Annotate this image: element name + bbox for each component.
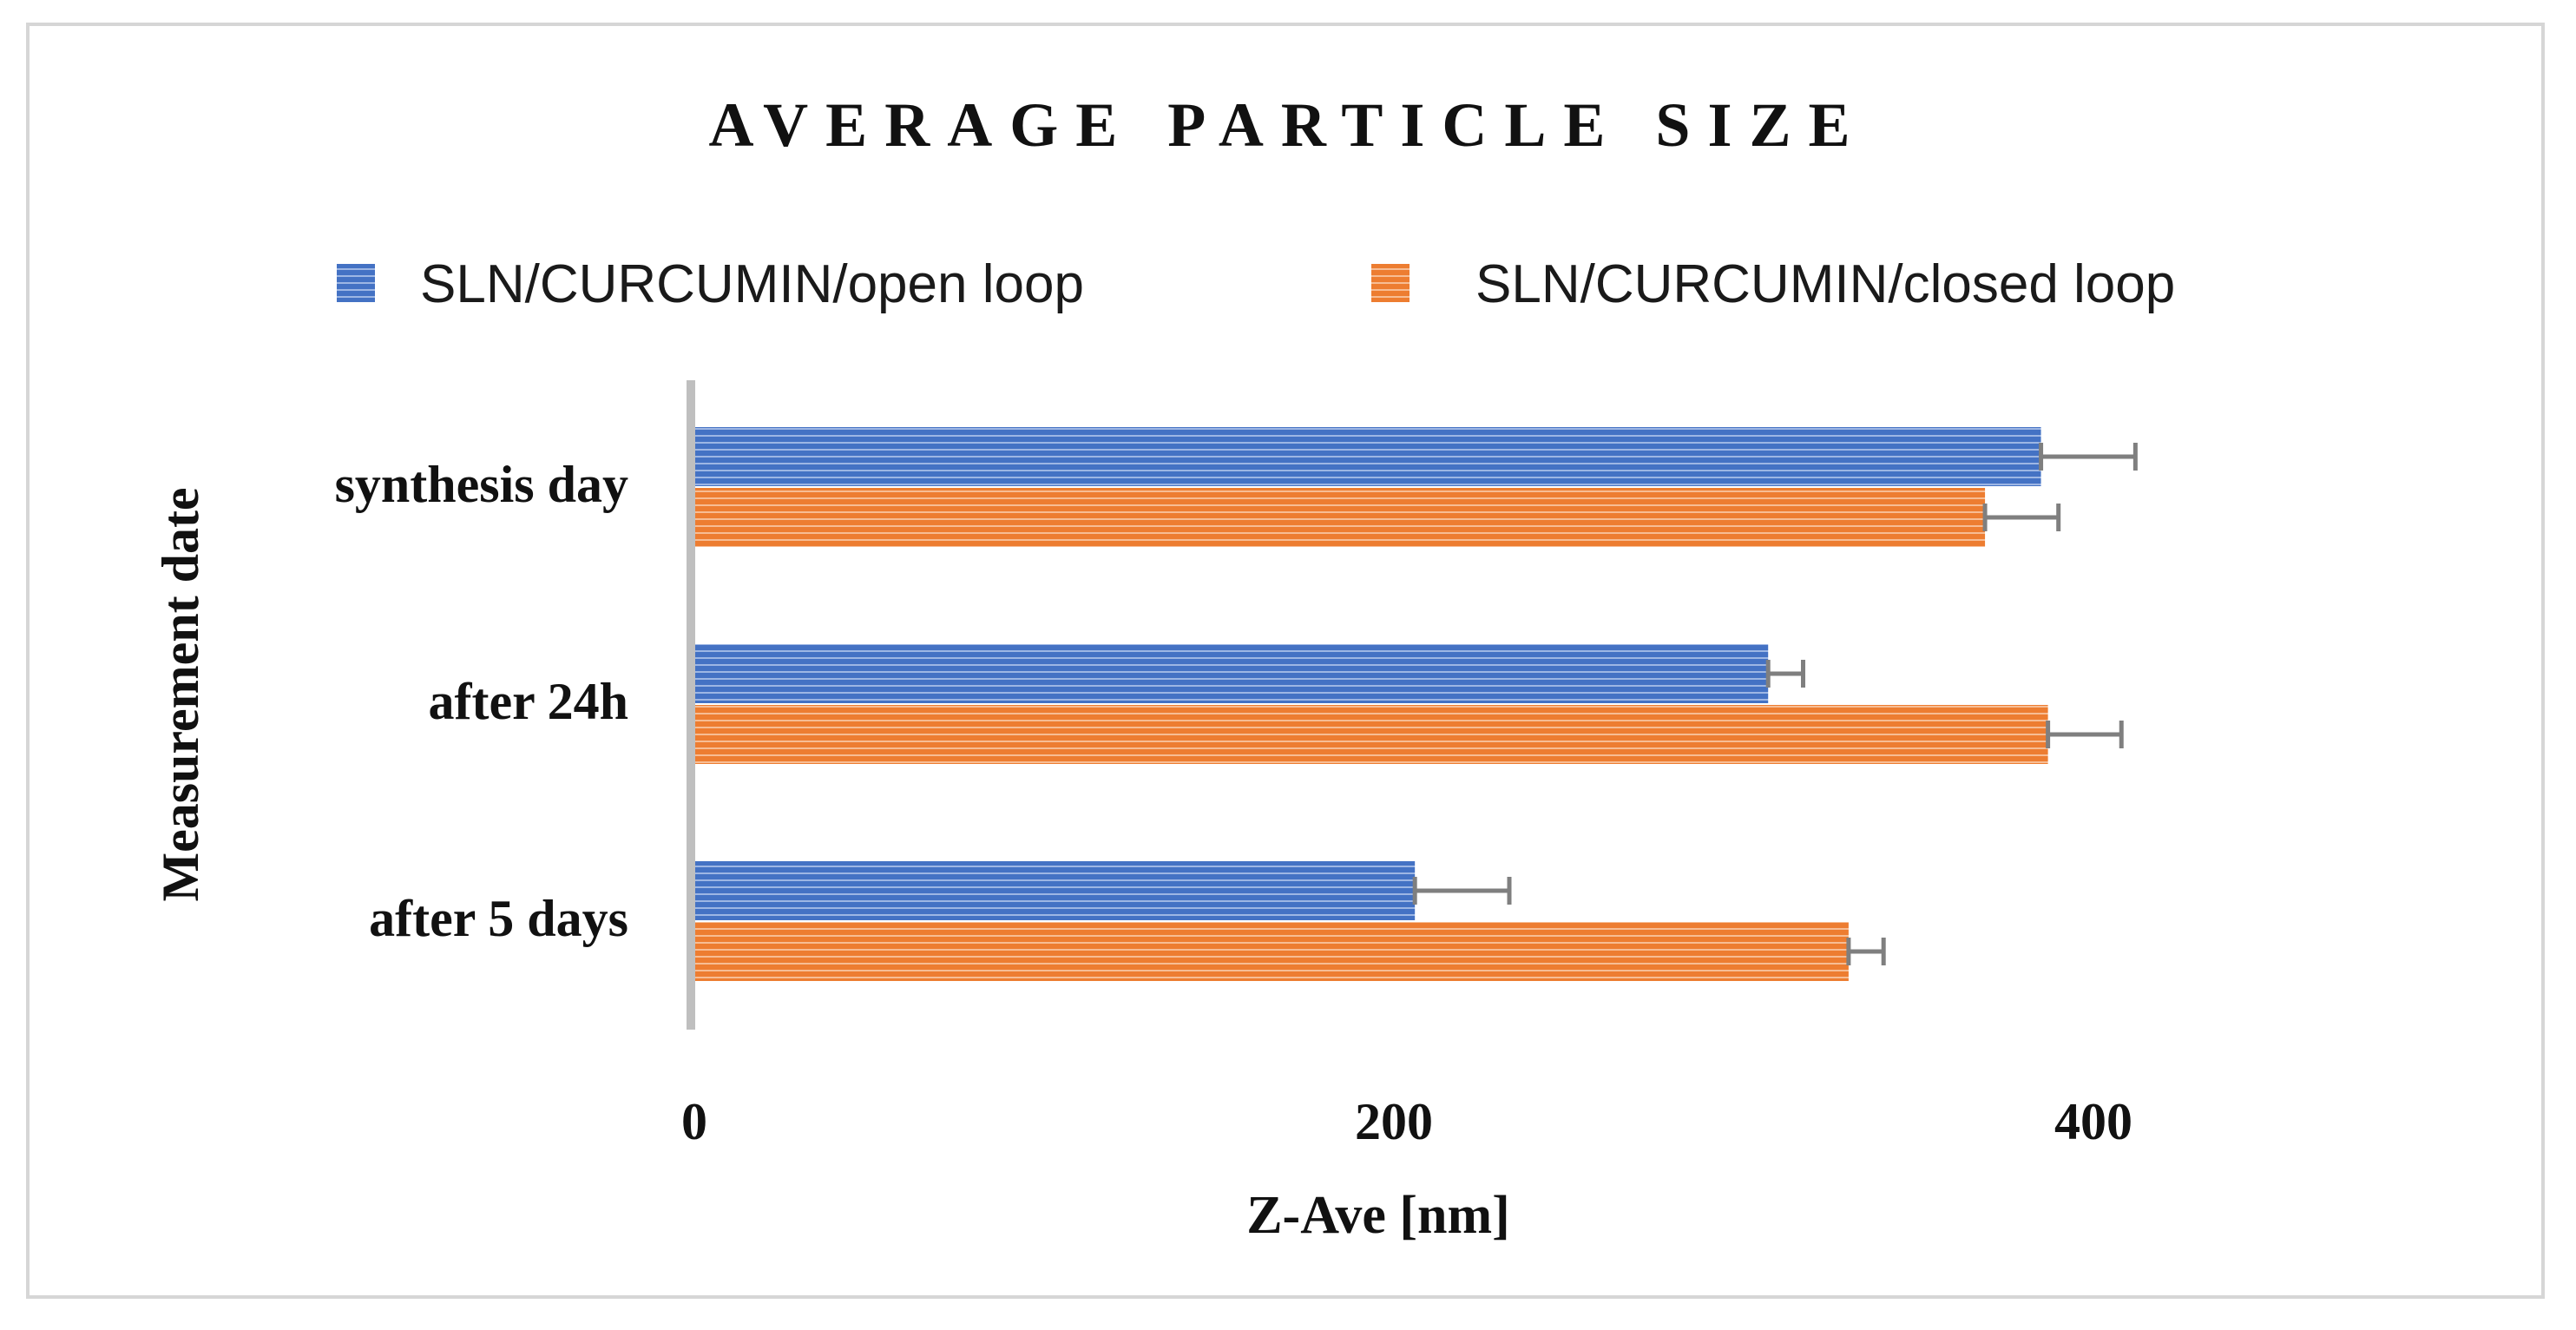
category-label-after-5-days: after 5 days: [369, 890, 628, 947]
error-bar-closed-loop-synthesis-day: [1982, 504, 2061, 531]
y-axis-title: Measurement date: [152, 487, 209, 901]
bar-open-loop-after-5-days: [694, 861, 1416, 920]
legend-swatch-open-loop: [337, 264, 375, 302]
x-tick-labels: 0 200 400: [681, 1093, 2132, 1150]
error-bar-open-loop-synthesis-day: [2039, 443, 2138, 471]
error-bar-closed-loop-after-24h: [2046, 721, 2124, 748]
x-axis-title: Z-Ave [nm]: [1246, 1186, 1510, 1245]
legend-label-closed-loop: SLN/CURCUMIN/closed loop: [1475, 254, 2175, 314]
bar-closed-loop-after-5-days: [694, 922, 1849, 981]
legend-label-open-loop: SLN/CURCUMIN/open loop: [420, 254, 1084, 314]
legend-swatch-closed-loop: [1371, 264, 1410, 302]
x-tick-label-200: 200: [1355, 1093, 1433, 1150]
x-tick-label-0: 0: [681, 1093, 707, 1150]
error-bar-open-loop-after-5-days: [1412, 877, 1512, 905]
bar-open-loop-after-24h: [694, 644, 1769, 703]
error-bar-open-loop-after-24h: [1765, 660, 1806, 688]
category-label-after-24h: after 24h: [428, 673, 628, 730]
bar-open-loop-synthesis-day: [694, 427, 2041, 486]
chart-title: AVERAGE PARTICLE SIZE: [708, 90, 1867, 160]
error-bar-closed-loop-after-5-days: [1846, 938, 1886, 965]
bars-group: [694, 427, 2048, 981]
x-tick-label-400: 400: [2054, 1093, 2132, 1150]
bar-closed-loop-after-24h: [694, 705, 2048, 764]
bar-closed-loop-synthesis-day: [694, 488, 1986, 547]
legend: SLN/CURCUMIN/open loop SLN/CURCUMIN/clos…: [337, 254, 2175, 314]
error-bars-group: [1412, 443, 2138, 965]
category-label-synthesis-day: synthesis day: [335, 456, 628, 513]
